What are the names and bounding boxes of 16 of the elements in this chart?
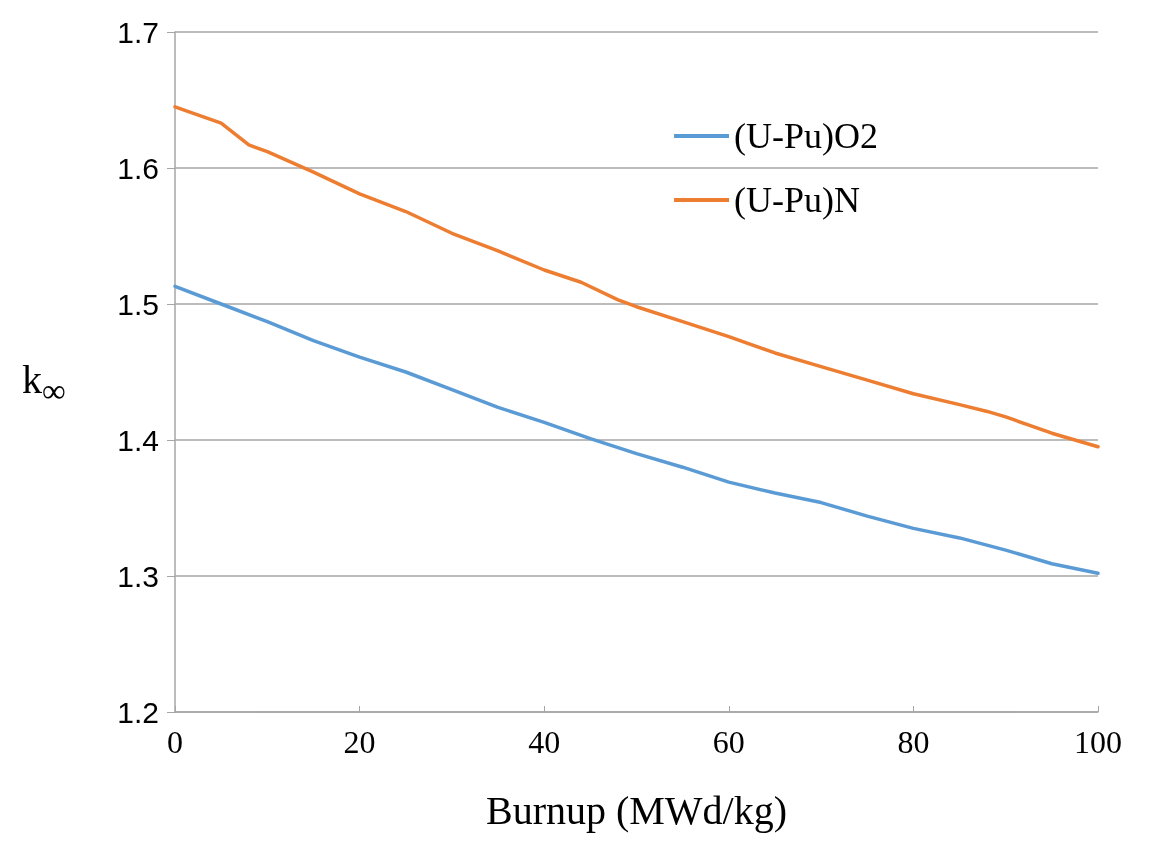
y-tick-label: 1.3 — [117, 559, 159, 593]
x-tick-label: 80 — [897, 724, 930, 760]
x-tick-label: 100 — [1074, 724, 1122, 760]
legend-label: (U-Pu)O2 — [734, 116, 878, 156]
y-tick-label: 1.4 — [117, 423, 159, 457]
x-tick-label: 60 — [712, 724, 745, 760]
x-tick-label: 0 — [167, 724, 183, 760]
x-axis-title: Burnup (MWd/kg) — [485, 787, 788, 833]
y-tick-label: 1.6 — [117, 151, 159, 185]
y-tick-label: 1.5 — [117, 287, 159, 321]
x-tick-label: 20 — [343, 724, 376, 760]
x-tick-label: 40 — [528, 724, 561, 760]
legend-label: (U-Pu)N — [734, 180, 860, 220]
y-tick-label: 1.2 — [117, 695, 159, 729]
y-axis-title: k$_{∞}$ — [22, 357, 66, 409]
y-tick-label: 1.7 — [117, 15, 159, 49]
